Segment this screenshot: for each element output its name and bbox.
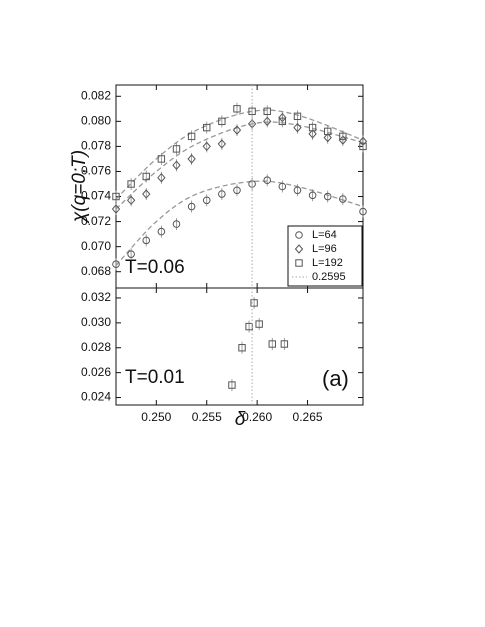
marker <box>202 196 211 205</box>
marker <box>255 320 263 328</box>
x-tick-label: 0.250 <box>141 410 171 424</box>
marker <box>248 107 256 116</box>
marker <box>172 220 181 228</box>
marker <box>233 105 241 113</box>
x-tick-label: 0.260 <box>242 410 272 424</box>
marker <box>338 135 348 145</box>
marker <box>238 344 246 352</box>
y-tick-label: 0.076 <box>81 164 111 178</box>
marker <box>339 195 347 203</box>
legend-label: L=192 <box>312 257 343 269</box>
marker <box>142 172 150 181</box>
marker <box>359 207 367 216</box>
marker <box>268 340 276 348</box>
marker <box>308 129 317 139</box>
y-tick-label: 0.074 <box>81 189 111 203</box>
legend-label: 0.2595 <box>312 271 346 283</box>
annotation: T=0.06 <box>125 257 185 278</box>
marker <box>278 182 287 191</box>
legend-label: L=96 <box>312 243 337 255</box>
marker <box>157 172 166 183</box>
y-tick-label: 0.030 <box>81 315 111 329</box>
fit-line <box>115 109 364 200</box>
marker <box>127 180 135 188</box>
marker <box>142 236 151 245</box>
marker <box>228 381 236 389</box>
marker <box>324 127 332 136</box>
marker <box>359 142 367 151</box>
marker <box>112 260 120 268</box>
marker <box>187 132 196 141</box>
marker <box>295 259 303 267</box>
fit-line <box>115 121 364 210</box>
marker <box>126 195 136 206</box>
marker <box>323 192 332 201</box>
marker <box>278 117 287 126</box>
y-tick-label: 0.024 <box>81 390 111 404</box>
marker <box>112 192 120 201</box>
marker <box>293 122 302 133</box>
marker <box>203 123 211 132</box>
panel-label: (a) <box>322 366 349 391</box>
marker <box>263 176 272 185</box>
marker <box>293 186 302 195</box>
marker <box>293 112 302 121</box>
marker <box>187 202 196 211</box>
marker <box>339 132 347 141</box>
y-tick-label: 0.078 <box>81 139 111 153</box>
x-axis-label: δ <box>235 409 246 430</box>
legend-box <box>287 225 363 287</box>
marker <box>157 155 166 163</box>
marker <box>263 107 271 116</box>
marker <box>218 190 226 198</box>
marker <box>157 227 166 236</box>
y-tick-label: 0.072 <box>81 214 111 228</box>
marker <box>294 244 304 254</box>
marker <box>218 117 226 126</box>
marker <box>232 125 242 135</box>
y-tick-label: 0.082 <box>81 88 111 102</box>
marker <box>172 145 181 153</box>
y-tick-label: 0.026 <box>81 365 111 379</box>
marker <box>308 123 317 132</box>
marker <box>142 189 151 199</box>
annotation: T=0.01 <box>125 367 185 388</box>
marker <box>295 231 303 239</box>
x-tick-label: 0.255 <box>192 410 222 424</box>
marker <box>187 154 196 164</box>
marker <box>217 139 227 149</box>
marker <box>250 299 258 307</box>
marker <box>323 132 332 143</box>
y-tick-label: 0.032 <box>81 290 111 304</box>
legend-label: L=64 <box>312 229 337 241</box>
marker <box>263 116 272 127</box>
marker <box>233 186 241 195</box>
y-tick-label: 0.070 <box>81 239 111 253</box>
plot-frame <box>115 287 364 406</box>
marker <box>308 191 317 200</box>
y-tick-label: 0.080 <box>81 114 111 128</box>
marker <box>172 160 181 170</box>
marker <box>280 340 289 348</box>
marker <box>127 250 135 258</box>
marker <box>202 141 211 152</box>
marker <box>111 204 121 214</box>
y-axis-label: χ(q=0;T) <box>69 150 90 224</box>
y-tick-label: 0.068 <box>81 264 111 278</box>
y-tick-label: 0.028 <box>81 340 111 354</box>
x-tick-label: 0.265 <box>293 410 323 424</box>
